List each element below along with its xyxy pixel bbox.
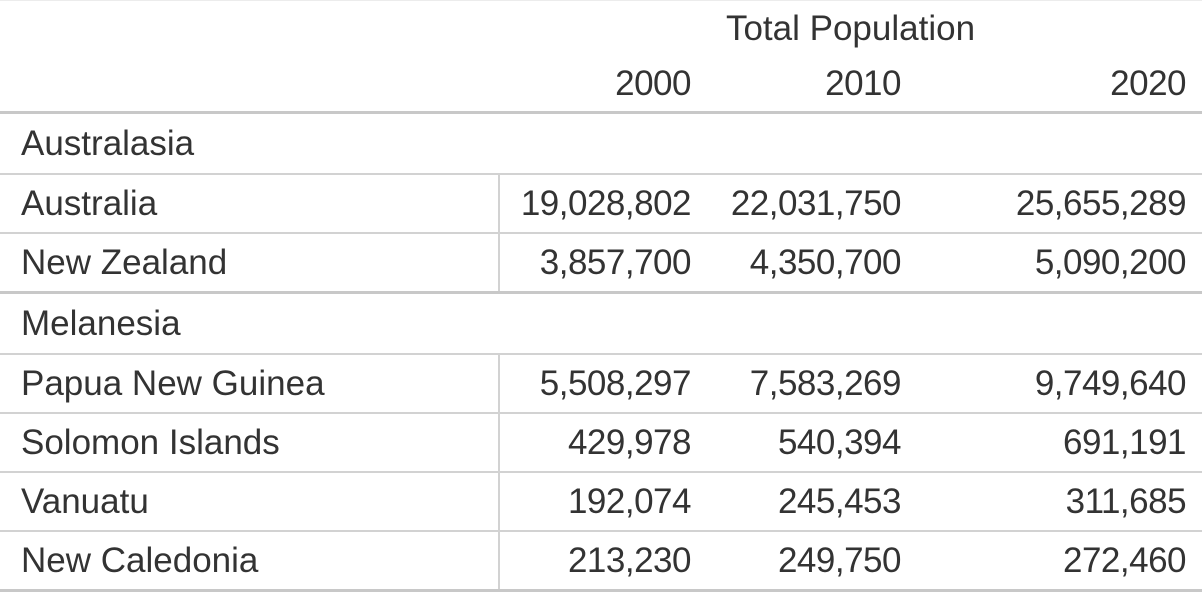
population-value: 3,857,700 [499, 233, 707, 294]
country-label: New Caledonia [0, 531, 500, 592]
country-row-solomon-islands: Solomon Islands 429,978 540,394 691,191 [0, 413, 1202, 473]
country-label: Australia [0, 174, 500, 234]
country-row-new-zealand: New Zealand 3,857,700 4,350,700 5,090,20… [0, 233, 1202, 294]
table-header: Total Population 2000 2010 2020 [0, 1, 1202, 114]
population-value: 5,090,200 [917, 233, 1202, 294]
year-header-2020: 2020 [917, 57, 1202, 114]
population-value: 540,394 [707, 413, 917, 473]
country-row-vanuatu: Vanuatu 192,074 245,453 311,685 [0, 472, 1202, 532]
year-header-2010: 2010 [707, 57, 917, 114]
corner-spacer [0, 57, 499, 114]
population-value: 272,460 [917, 531, 1202, 592]
population-value: 192,074 [499, 472, 707, 532]
population-value: 22,031,750 [707, 174, 917, 234]
population-value: 213,230 [499, 531, 707, 592]
group-label: Australasia [0, 112, 1202, 175]
population-value: 25,655,289 [917, 174, 1202, 234]
country-label: Solomon Islands [0, 413, 500, 473]
group-row-australasia: Australasia [0, 112, 1202, 175]
table-title-row: Total Population [0, 1, 1202, 58]
country-row-new-caledonia: New Caledonia 213,230 249,750 272,460 [0, 531, 1202, 592]
year-header-2000: 2000 [499, 57, 707, 114]
population-value: 691,191 [917, 413, 1202, 473]
population-value: 9,749,640 [917, 354, 1202, 414]
population-value: 19,028,802 [499, 174, 707, 234]
population-value: 311,685 [917, 472, 1202, 532]
country-label: Vanuatu [0, 472, 500, 532]
country-label: Papua New Guinea [0, 354, 500, 414]
country-label: New Zealand [0, 233, 500, 294]
population-value: 249,750 [707, 531, 917, 592]
country-row-australia: Australia 19,028,802 22,031,750 25,655,2… [0, 174, 1202, 234]
group-row-melanesia: Melanesia [0, 292, 1202, 355]
table-body: Australasia Australia 19,028,802 22,031,… [0, 112, 1202, 592]
population-value: 429,978 [499, 413, 707, 473]
population-value: 5,508,297 [499, 354, 707, 414]
country-row-papua-new-guinea: Papua New Guinea 5,508,297 7,583,269 9,7… [0, 354, 1202, 414]
corner-spacer [0, 1, 499, 58]
table-title: Total Population [725, 9, 976, 48]
population-value: 4,350,700 [707, 233, 917, 294]
group-label: Melanesia [0, 292, 1202, 355]
population-value: 245,453 [707, 472, 917, 532]
population-value: 7,583,269 [707, 354, 917, 414]
year-header-row: 2000 2010 2020 [0, 57, 1202, 114]
